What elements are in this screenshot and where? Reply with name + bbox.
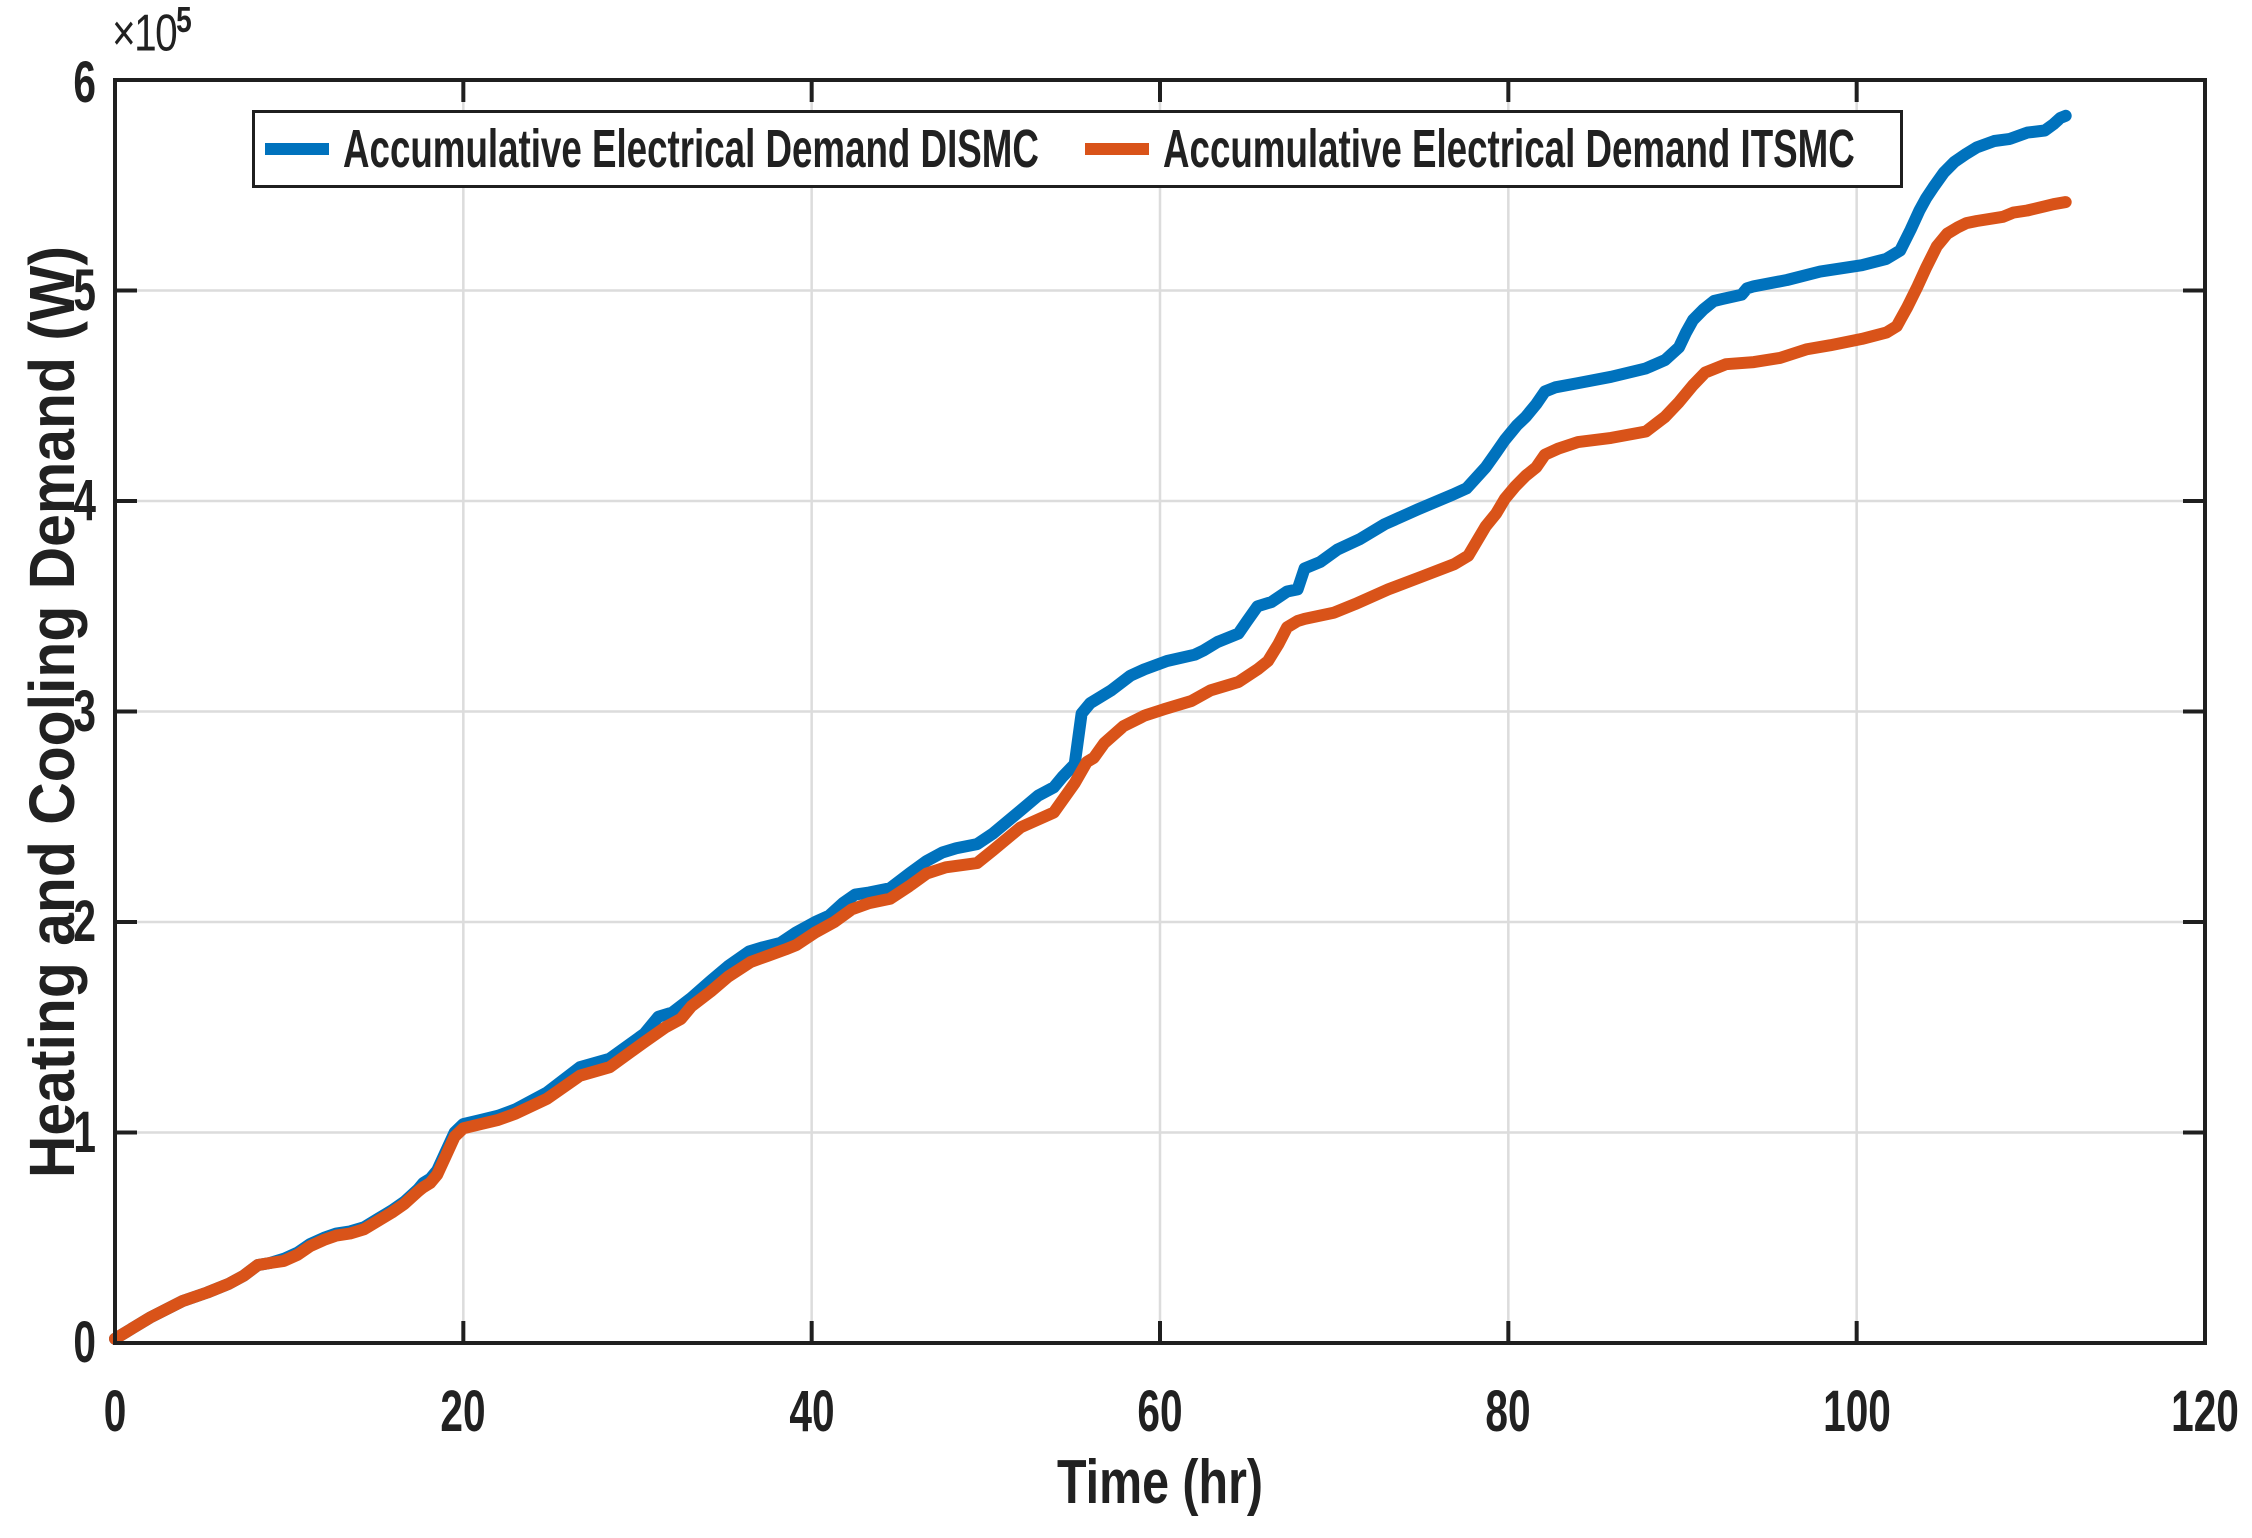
legend-entry-itsmc: Accumulative Electrical Demand ITSMC [1085,113,2180,185]
multiplier-exponent: 5 [176,0,192,40]
legend-entry-dismc: Accumulative Electrical Demand DISMC [265,113,1366,185]
series-layer [109,109,2072,1345]
x-tick-label-3: 60 [1137,1379,1183,1444]
y-tick-label-4: 4 [73,468,96,533]
legend-line-sample-itsmc [1085,143,1149,155]
legend: Accumulative Electrical Demand DISMC Acc… [252,110,1903,188]
x-tick-label-5: 100 [1823,1379,1891,1444]
y-axis-label: Heating and Cooling Demand (W) [16,245,88,1179]
y-tick-label-6: 6 [73,50,96,115]
y-axis-multiplier: ×105 [112,0,192,63]
x-tick-label-1: 20 [440,1379,486,1444]
x-axis-label: Time (hr) [1056,1448,1264,1517]
plot-border [113,78,2207,1345]
series-line-dismc [109,109,2072,1345]
multiplier-base: ×10 [112,4,178,63]
legend-label-dismc: Accumulative Electrical Demand DISMC [343,119,1039,179]
legend-label-itsmc: Accumulative Electrical Demand ITSMC [1163,119,1855,179]
y-tick-label-0: 0 [73,1310,96,1375]
y-tick-label-5: 5 [73,257,96,323]
series-line-itsmc [109,196,2072,1345]
x-tick-label-4: 80 [1485,1379,1531,1444]
legend-line-sample-dismc [265,143,329,155]
y-tick-label-1: 1 [73,1099,96,1165]
y-tick-label-2: 2 [73,889,96,954]
x-tick-label-2: 40 [789,1379,835,1444]
x-tick-label-6: 120 [2171,1379,2239,1444]
x-tick-label-0: 0 [103,1379,127,1444]
y-tick-label-3: 3 [73,678,96,744]
